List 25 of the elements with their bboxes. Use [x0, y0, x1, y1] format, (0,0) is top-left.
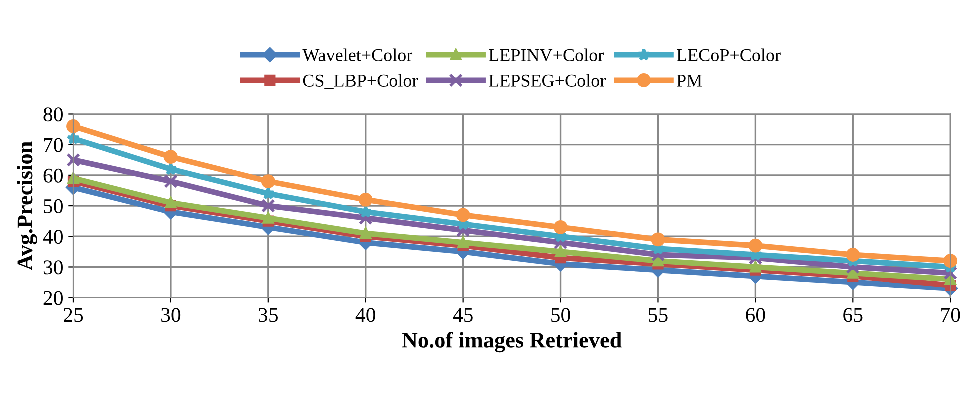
y-tick-label: 70	[44, 138, 63, 152]
y-tick-label: 80	[44, 108, 63, 122]
x-tick-label: 45	[453, 308, 473, 322]
y-tick-label: 40	[43, 230, 63, 244]
legend-label: LECoP+Color	[677, 48, 781, 62]
y-axis-title: Avg.Precision	[17, 142, 38, 271]
y-tick-label: 30	[44, 260, 63, 275]
legend-label: Wavelet+Color	[302, 48, 413, 62]
legend-label: PM	[677, 74, 702, 87]
x-tick-label: 30	[162, 308, 181, 322]
legend-label: LEPINV+Color	[489, 48, 604, 62]
y-tick-label: 20	[44, 291, 63, 306]
x-tick-label: 65	[844, 308, 863, 322]
x-tick-label: 50	[552, 308, 570, 322]
x-tick-label: 35	[258, 308, 278, 322]
legend-label: LEPSEG+Color	[489, 74, 606, 87]
x-tick-label: 55	[649, 308, 668, 322]
x-tick-label: 70	[942, 308, 960, 322]
x-axis-title: No.of images Retrieved	[402, 332, 622, 353]
y-tick-label: 50	[44, 199, 63, 214]
x-tick-label: 25	[64, 308, 84, 322]
y-tick-label: 60	[44, 168, 63, 183]
legend-label: CS_LBP+Color	[303, 74, 418, 90]
x-tick-label: 60	[746, 308, 766, 322]
x-tick-label: 40	[356, 308, 376, 322]
